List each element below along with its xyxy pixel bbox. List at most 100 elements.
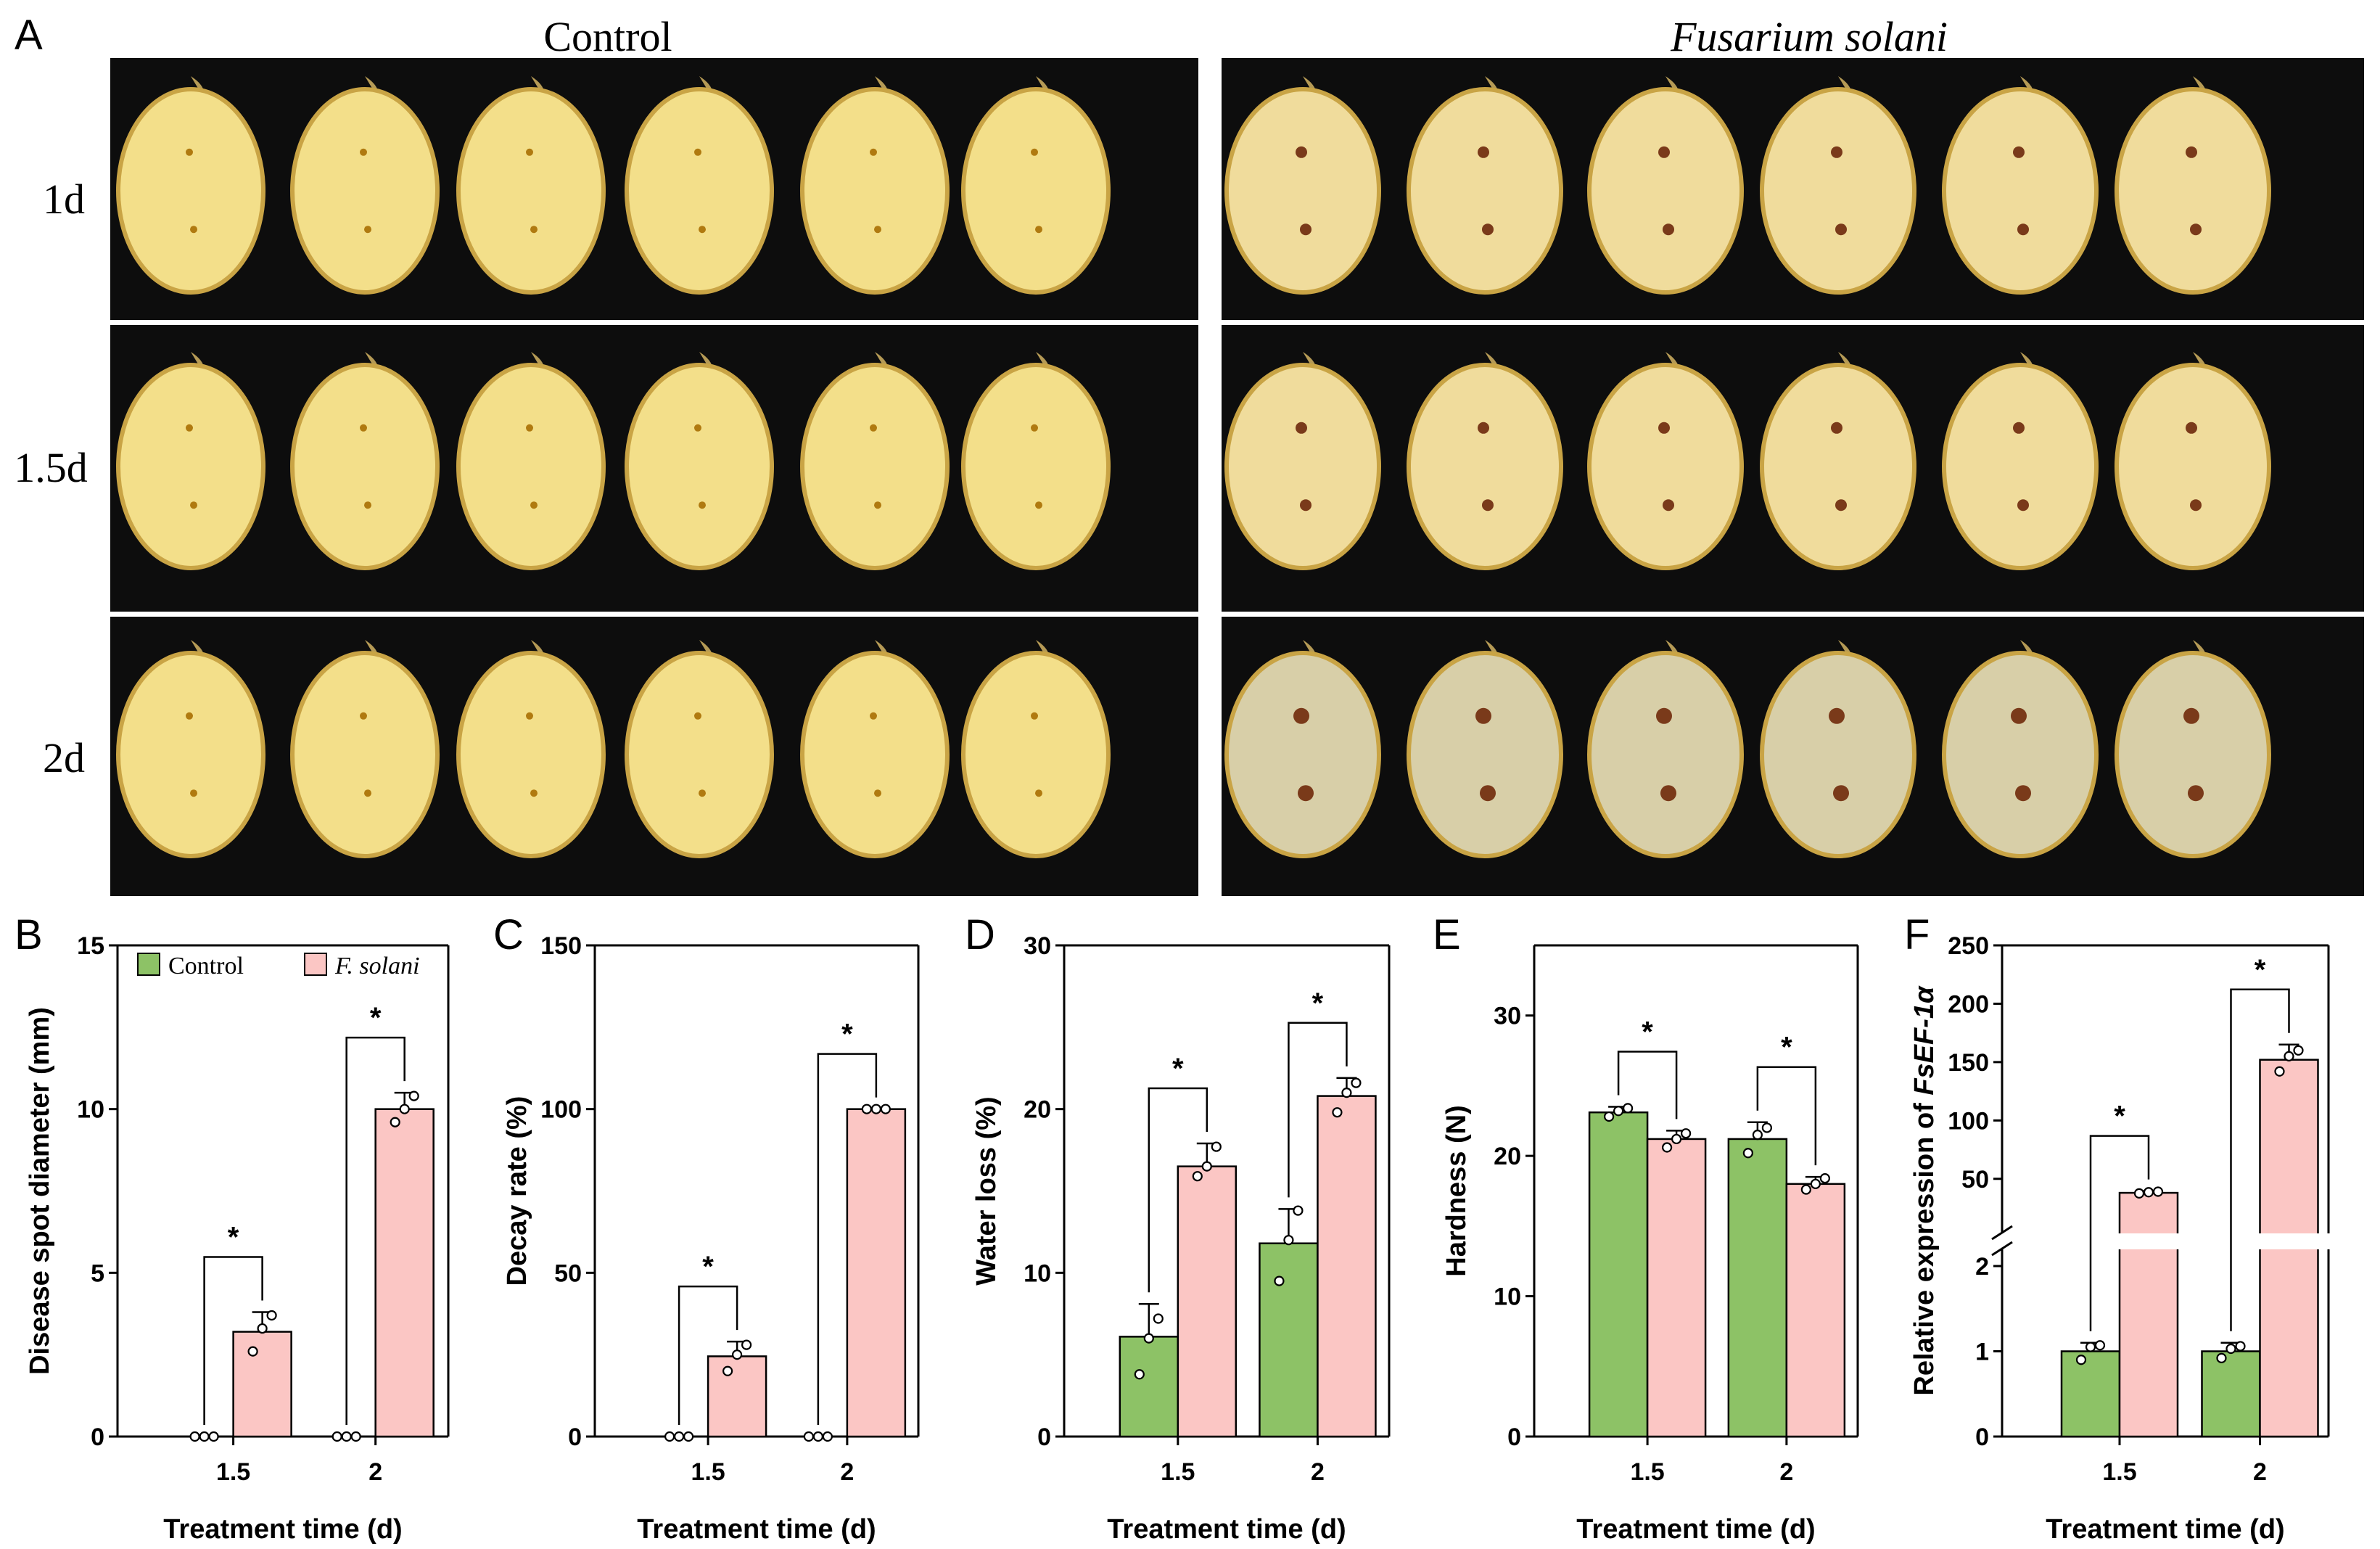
slice-body <box>2115 363 2271 570</box>
y-tick-label: 0 <box>1507 1423 1521 1451</box>
slice-body <box>2115 651 2271 858</box>
x-axis-label: Treatment time (d) <box>1576 1514 1815 1545</box>
slice-body <box>1224 363 1381 570</box>
ginger-slice <box>625 352 774 570</box>
y-tick-label: 0 <box>91 1423 104 1451</box>
inoculation-hole <box>360 148 367 156</box>
ginger-slice <box>961 76 1111 295</box>
slice-body <box>1942 651 2099 858</box>
inoculation-hole <box>1660 785 1676 802</box>
inoculation-hole <box>186 148 193 156</box>
inoculation-hole <box>874 789 881 797</box>
slice-body <box>1224 87 1381 295</box>
data-point <box>1681 1128 1692 1139</box>
significance-star: * <box>1312 987 1324 1019</box>
inoculation-hole <box>2017 223 2029 236</box>
y-tick-label: 30 <box>1494 1003 1521 1030</box>
inoculation-hole <box>186 712 193 720</box>
ginger-slice <box>1224 640 1381 858</box>
y-tick-label: 100 <box>1948 1107 1989 1135</box>
bar-control <box>1727 1138 1788 1438</box>
panel-letter-d: D <box>965 911 995 958</box>
inoculation-hole <box>694 148 701 156</box>
row-divider <box>1222 320 2364 325</box>
data-point <box>257 1323 268 1334</box>
slice-body <box>116 363 265 570</box>
slice-body <box>1407 87 1563 295</box>
inoculation-hole <box>364 226 371 234</box>
y-tick-label: 0 <box>1037 1423 1051 1451</box>
inoculation-hole <box>190 789 197 797</box>
data-point <box>822 1431 833 1442</box>
ginger-slice <box>290 640 440 858</box>
inoculation-hole <box>2183 707 2199 724</box>
panel-letter-b: B <box>15 911 43 958</box>
bar-control <box>1119 1336 1179 1438</box>
header-control: Control <box>543 13 672 60</box>
y-tick-label: 20 <box>1024 1096 1051 1124</box>
slice-body <box>961 87 1111 295</box>
inoculation-hole <box>364 789 371 797</box>
data-point <box>1623 1103 1634 1114</box>
significance-star: * <box>702 1251 714 1283</box>
bar-fsolani <box>846 1108 907 1438</box>
inoculation-hole <box>186 424 193 432</box>
y-axis-label: Decay rate (%) <box>502 1096 532 1286</box>
ginger-slice <box>1407 352 1563 570</box>
slice-body <box>1760 363 1916 570</box>
inoculation-hole <box>2186 422 2197 434</box>
slice-body <box>800 651 950 858</box>
legend-swatch-fsolani <box>304 953 327 976</box>
inoculation-hole <box>1475 707 1491 724</box>
inoculation-hole <box>1829 707 1845 724</box>
x-tick-label: 2 <box>2253 1458 2267 1486</box>
data-point <box>1211 1141 1222 1152</box>
inoculation-hole <box>694 712 701 720</box>
data-point <box>1201 1161 1212 1172</box>
inoculation-hole <box>1482 223 1494 236</box>
y-tick-label: 10 <box>1024 1260 1051 1287</box>
chart-water-loss: 0 10 20 30 1.5 * 2 * Treatment time (d) Water los… <box>971 932 1391 1545</box>
data-point <box>2225 1343 2236 1355</box>
data-point <box>266 1310 277 1321</box>
significance-star: * <box>2255 954 2266 986</box>
inoculation-hole <box>1663 499 1674 511</box>
inoculation-hole <box>1658 422 1670 434</box>
data-point <box>1742 1148 1753 1159</box>
ginger-slice <box>1407 76 1563 295</box>
data-point <box>812 1431 823 1442</box>
y-tick-label: 250 <box>1948 932 1989 960</box>
row-divider <box>1222 612 2364 617</box>
legend: Control F. solani <box>137 953 420 979</box>
data-point <box>1143 1333 1154 1344</box>
significance-bracket <box>1148 1087 1208 1293</box>
ginger-slice <box>1942 640 2099 858</box>
data-point <box>803 1431 814 1442</box>
inoculation-hole <box>1031 148 1038 156</box>
x-tick-label: 1.5 <box>2102 1458 2136 1486</box>
slice-body <box>1942 363 2099 570</box>
data-point <box>2293 1045 2304 1056</box>
inoculation-hole <box>874 501 881 509</box>
inoculation-hole <box>2188 785 2204 802</box>
slice-body <box>290 363 440 570</box>
x-tick-label: 1.5 <box>216 1458 250 1486</box>
inoculation-hole <box>530 789 538 797</box>
inoculation-hole <box>699 226 706 234</box>
slice-body <box>1760 651 1916 858</box>
significance-bracket <box>203 1256 263 1425</box>
ginger-slices <box>116 76 2271 858</box>
inoculation-hole <box>2013 146 2025 158</box>
ginger-slice <box>1587 352 1744 570</box>
data-point <box>2274 1066 2285 1077</box>
chart-hardness: 0 10 20 30 1.5 * 2 * Treatment time (d) Hardness … <box>1441 944 1859 1545</box>
ginger-slice <box>290 352 440 570</box>
inoculation-hole <box>2190 223 2202 236</box>
y-tick-label: 15 <box>77 932 104 960</box>
data-point <box>683 1431 694 1442</box>
bar-fsolani <box>374 1108 435 1438</box>
ginger-slice <box>456 76 606 295</box>
data-point <box>332 1431 342 1442</box>
chart-disease-spot: 0 5 10 15 1.5 * 2 * Treatment time (d) Disease sp… <box>25 932 450 1545</box>
